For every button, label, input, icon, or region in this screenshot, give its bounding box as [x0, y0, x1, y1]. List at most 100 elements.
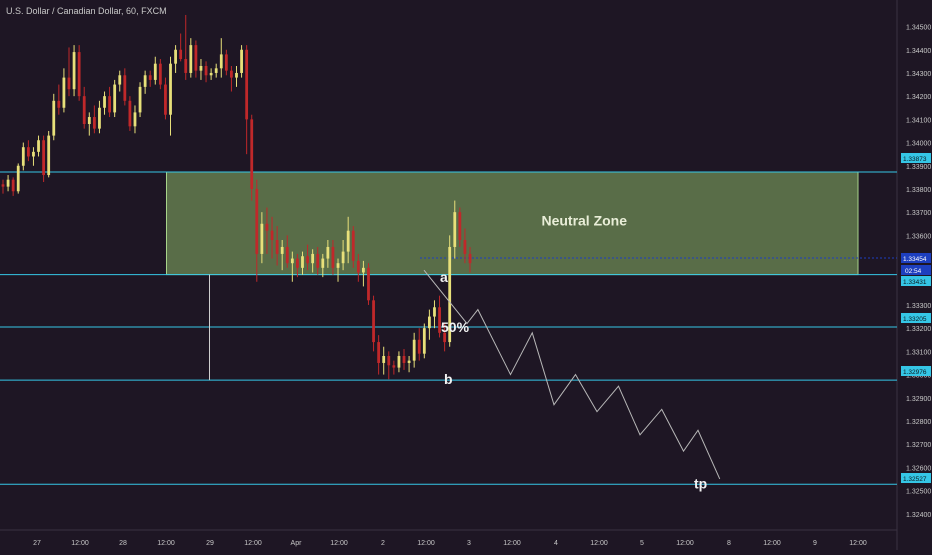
y-tick-label: 1.33200 [906, 326, 931, 333]
candle-body [422, 328, 426, 354]
y-tick-label: 1.34300 [906, 71, 931, 78]
candle-body [250, 119, 254, 189]
candle-body [356, 260, 360, 273]
countdown-tag [901, 265, 931, 275]
candle-body [316, 253, 320, 268]
candle-body [346, 230, 350, 252]
candle-body [336, 263, 340, 268]
candle-body [72, 52, 76, 90]
x-tick-label: 12:00 [157, 540, 175, 547]
annotations-layer: a 50% b tp [440, 269, 707, 491]
price-level-label: 1.33873 [903, 156, 927, 163]
candle-body [143, 75, 147, 87]
candle-body [21, 147, 25, 166]
y-tick-label: 1.33800 [906, 187, 931, 194]
candle-body [285, 246, 289, 264]
candle-body [148, 75, 152, 80]
price-level-label: 1.33205 [903, 316, 927, 323]
label-50-percent: 50% [441, 319, 470, 335]
label-tp: tp [694, 476, 707, 492]
candle-body [164, 84, 167, 115]
candle-body [123, 75, 127, 101]
price-axis[interactable]: 1.34500 1.34400 1.34300 1.34200 1.34100 1.340… [901, 25, 931, 519]
y-tick-label: 1.33700 [906, 210, 931, 217]
y-tick-label: 1.32700 [906, 442, 931, 449]
neutral-zone-layer: Neutral Zone [166, 171, 859, 276]
price-level-tag [901, 276, 931, 286]
x-tick-label: 12:00 [330, 540, 348, 547]
candle-body [351, 230, 355, 261]
candle-body [11, 179, 15, 192]
x-tick-label: 2 [381, 540, 385, 547]
x-tick-label: 12:00 [71, 540, 89, 547]
x-tick-label: 28 [119, 540, 127, 547]
y-tick-label: 1.32800 [906, 419, 931, 426]
projection-path [423, 269, 721, 480]
y-tick-label: 1.33600 [906, 233, 931, 240]
candle-body [52, 100, 56, 136]
candles-layer [1, 14, 472, 380]
candle-body [306, 256, 309, 264]
y-tick-label: 1.33100 [906, 349, 931, 356]
candle-body [169, 63, 172, 115]
candle-body [57, 100, 61, 108]
x-tick-label: 4 [554, 540, 558, 547]
candle-body [275, 240, 279, 254]
candle-body [118, 75, 122, 85]
candle-body [463, 240, 467, 254]
candle-body [443, 332, 447, 343]
candle-body [37, 140, 40, 152]
x-tick-label: 12:00 [676, 540, 694, 547]
candle-body [174, 49, 177, 64]
candle-body [6, 179, 10, 187]
y-tick-label: 1.32900 [906, 396, 931, 403]
candle-body [402, 356, 406, 363]
candle-body [219, 54, 223, 69]
price-level-tag [901, 153, 931, 163]
candle-body [230, 70, 233, 78]
candle-body [62, 77, 66, 108]
y-tick-label: 1.32600 [906, 465, 931, 472]
candle-body [362, 267, 365, 273]
candle-body [133, 112, 137, 127]
current-price-label: 1.33454 [903, 256, 927, 263]
candle-body [453, 212, 457, 247]
candle-body [372, 300, 375, 343]
x-tick-label: 12:00 [763, 540, 781, 547]
candle-body [189, 45, 193, 73]
candle-body [392, 365, 396, 368]
candle-body [458, 212, 462, 240]
y-tick-label: 1.34400 [906, 48, 931, 55]
candle-body [311, 253, 315, 264]
candle-body [412, 339, 416, 361]
y-tick-label: 1.32400 [906, 512, 931, 519]
candle-body [199, 66, 203, 71]
x-tick-label: 5 [640, 540, 644, 547]
candle-body [270, 230, 274, 240]
candle-body [296, 258, 299, 268]
candle-body [67, 77, 71, 90]
candle-body [16, 165, 20, 192]
candle-body [301, 256, 304, 268]
candle-body [367, 267, 370, 301]
candle-body [98, 107, 101, 129]
projection-layer [423, 269, 721, 480]
label-b: b [444, 371, 453, 387]
price-level-label: 1.32976 [903, 369, 927, 376]
candle-body [194, 45, 198, 71]
price-level-label: 1.32527 [903, 476, 927, 483]
neutral-zone-box [166, 171, 859, 276]
candle-body [331, 246, 335, 268]
price-level-tag [901, 366, 931, 376]
candle-body [290, 258, 294, 264]
price-level-tag [901, 473, 931, 483]
x-tick-label: 12:00 [244, 540, 262, 547]
candle-body [382, 356, 386, 363]
y-tick-label: 1.33300 [906, 303, 931, 310]
price-level-tag [901, 313, 931, 323]
time-axis[interactable]: 27 12:00 28 12:00 29 12:00 Apr 12:00 2 12:00 3 12:0… [33, 540, 867, 547]
candle-body [77, 52, 81, 97]
candle-body [260, 223, 264, 254]
